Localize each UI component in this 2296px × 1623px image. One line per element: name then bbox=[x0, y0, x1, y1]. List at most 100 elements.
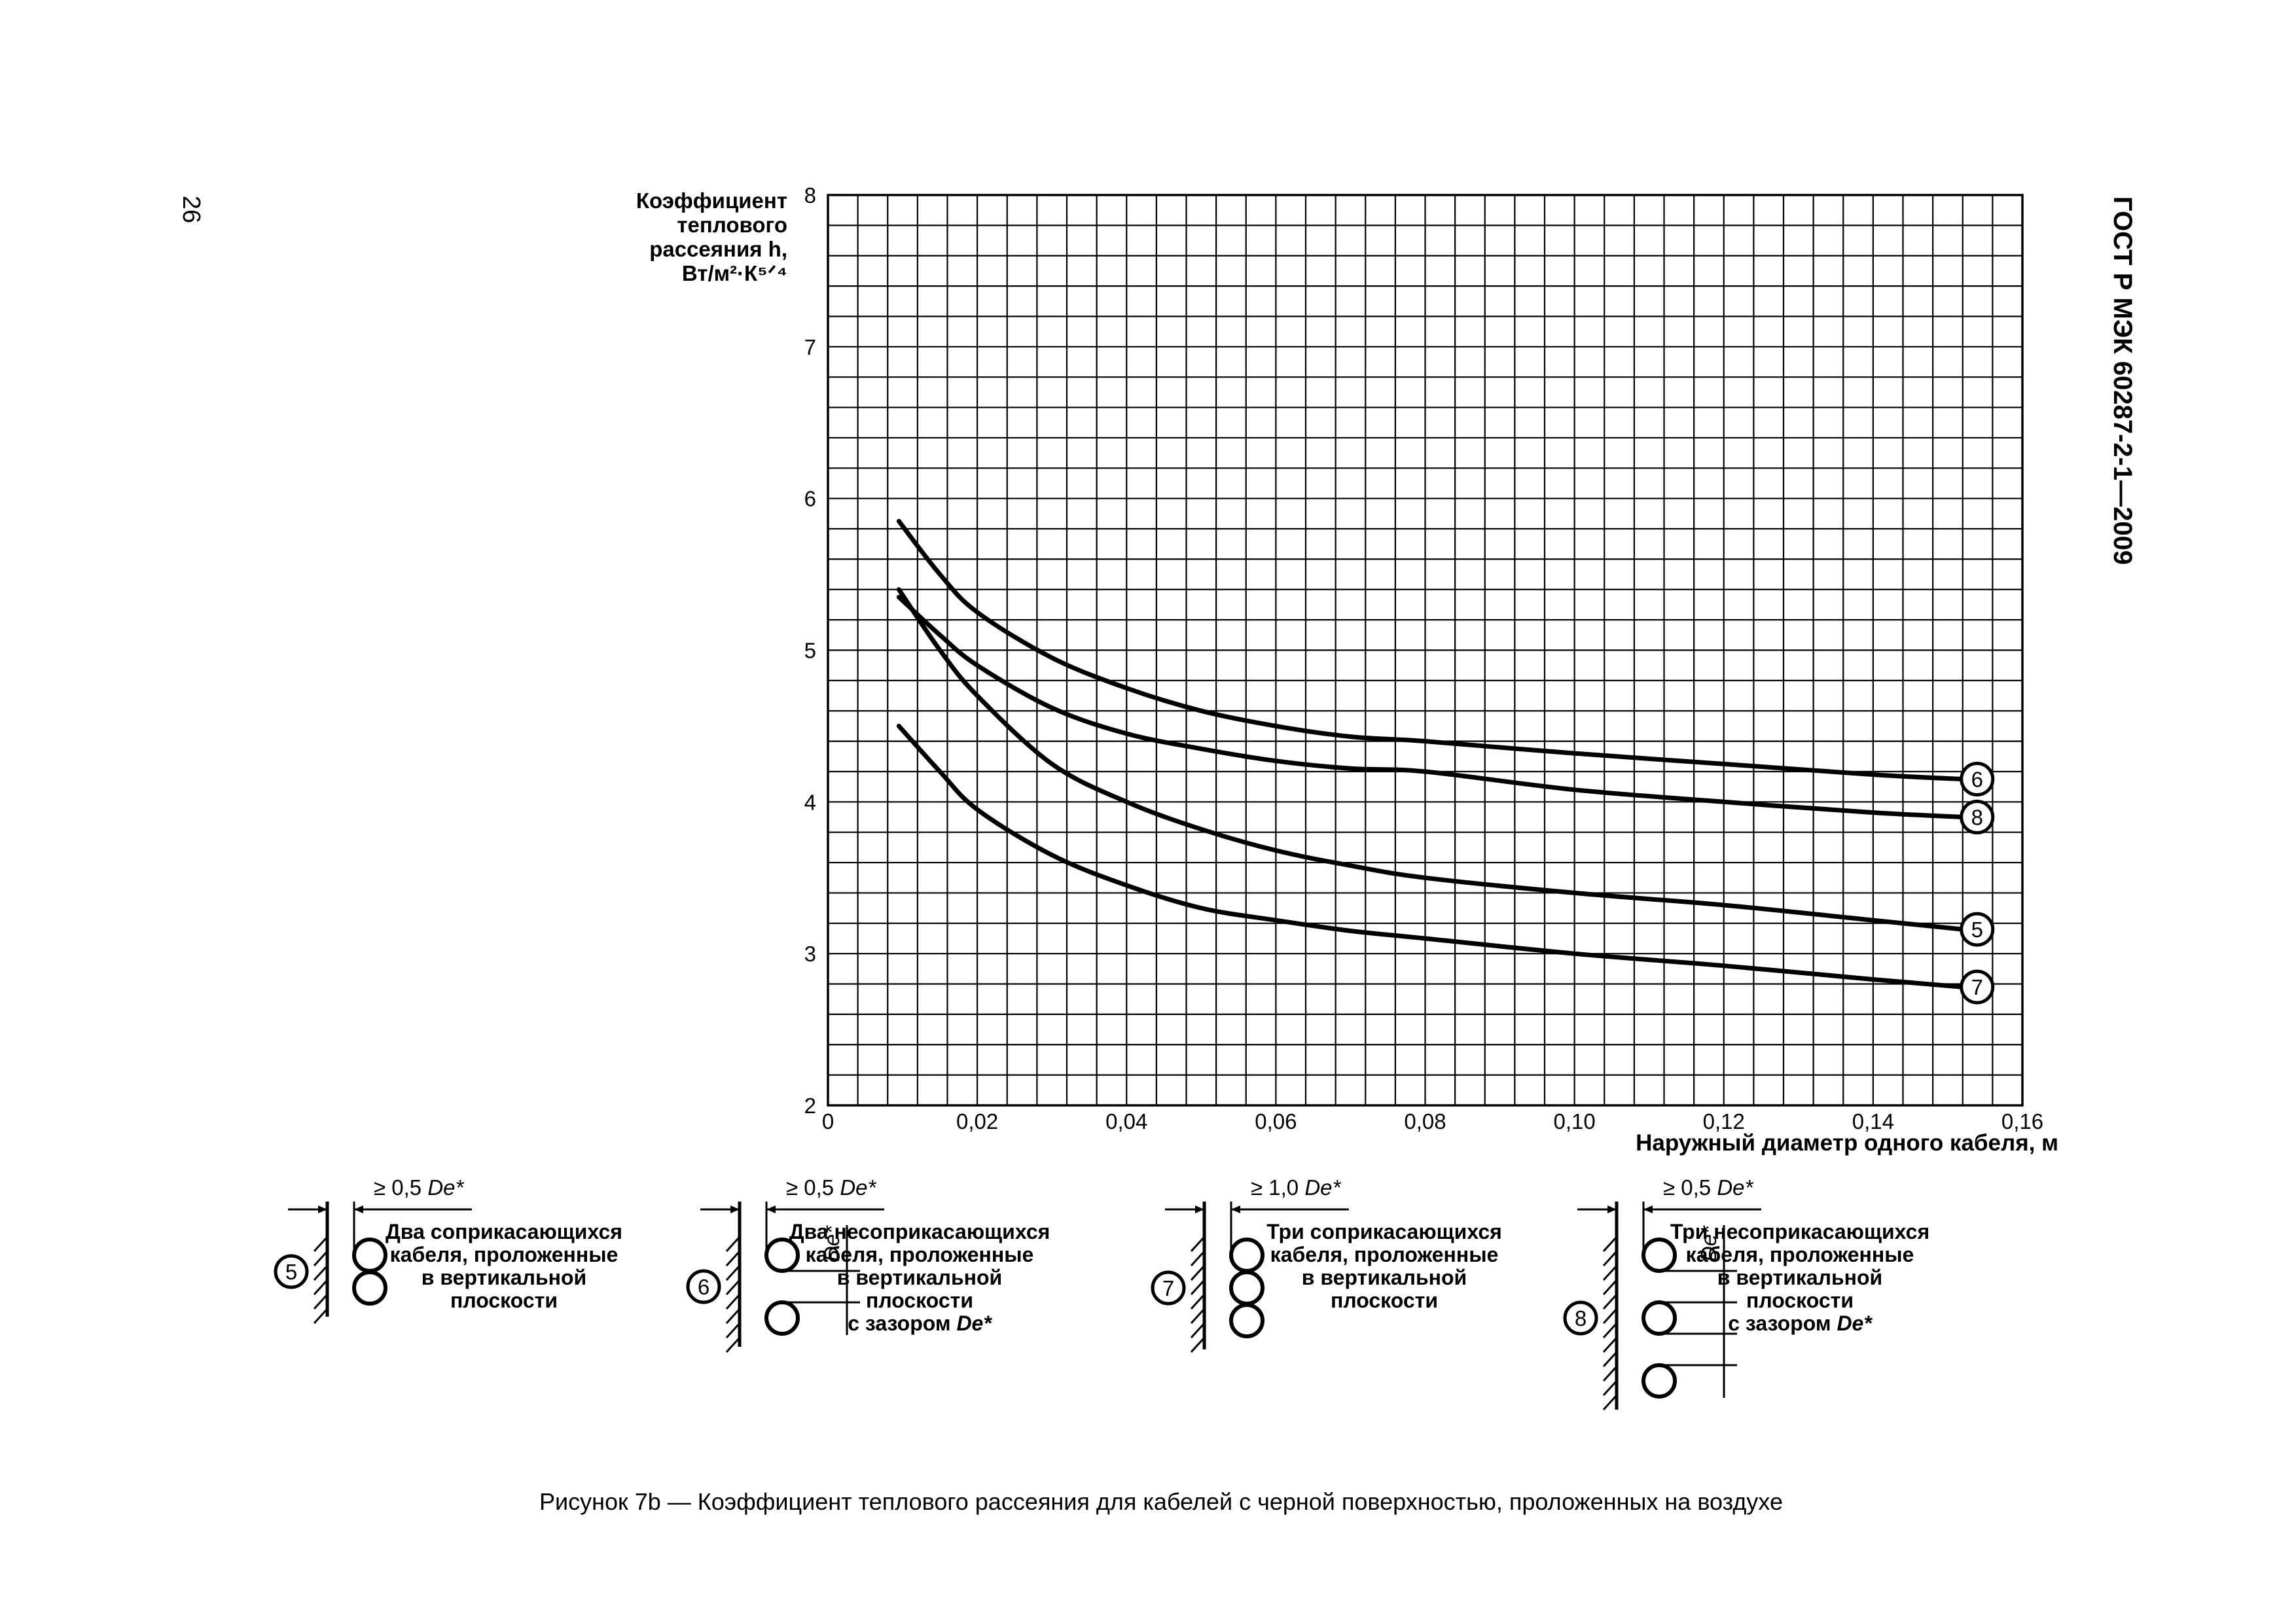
clearance-label: ≥ 0,5 De* bbox=[786, 1175, 877, 1200]
wall-hatch bbox=[1190, 1336, 1206, 1353]
config-description-line: с зазором De* bbox=[848, 1311, 992, 1335]
y-tick-label: 8 bbox=[804, 183, 816, 207]
cable-circle bbox=[1229, 1270, 1265, 1306]
wall-hatch bbox=[1190, 1293, 1206, 1310]
y-tick-label: 2 bbox=[804, 1094, 816, 1118]
cable-circle bbox=[764, 1238, 800, 1273]
y-tick-label: 7 bbox=[804, 335, 816, 359]
config-description-line: плоскости bbox=[1746, 1289, 1854, 1312]
dim-arrowhead bbox=[730, 1205, 740, 1213]
de-symbol: De* bbox=[956, 1311, 992, 1335]
chart-curves: 6 8 5 7 bbox=[896, 518, 1995, 1005]
x-tick-label: 0 bbox=[822, 1109, 834, 1133]
wall-hatch bbox=[1190, 1308, 1206, 1325]
wall-hatch bbox=[313, 1293, 329, 1310]
wall-hatch bbox=[1190, 1236, 1206, 1253]
dim-arrowhead bbox=[766, 1205, 776, 1213]
clearance-label: ≥ 0,5 De* bbox=[374, 1175, 465, 1200]
dim-arrowhead bbox=[1195, 1205, 1204, 1213]
de-symbol: De* bbox=[1304, 1175, 1341, 1200]
wall-hatch bbox=[1602, 1250, 1618, 1267]
wall-hatch bbox=[313, 1250, 329, 1267]
dim-arrowhead bbox=[354, 1205, 363, 1213]
config-description-line: кабеля, проложенные bbox=[390, 1243, 619, 1266]
figure-caption: Рисунок 7b — Коэффициент теплового рассе… bbox=[539, 1488, 1783, 1515]
series-8-label: 8 bbox=[1971, 806, 1983, 830]
wall-hatch bbox=[313, 1308, 329, 1325]
wall-hatch bbox=[725, 1279, 741, 1296]
x-tick-label: 0,12 bbox=[1703, 1109, 1745, 1133]
cable-circle bbox=[352, 1238, 387, 1273]
dim-arrowhead bbox=[1231, 1205, 1240, 1213]
clearance-label: ≥ 0,5 De* bbox=[1663, 1175, 1754, 1200]
wall-hatch bbox=[1190, 1264, 1206, 1281]
wall-hatch bbox=[1602, 1351, 1618, 1368]
wall-hatch bbox=[1602, 1236, 1618, 1253]
series-8-curve bbox=[896, 594, 1965, 819]
wall-hatch bbox=[725, 1308, 741, 1325]
y-tick-label: 3 bbox=[804, 942, 816, 966]
wall-hatch bbox=[1190, 1322, 1206, 1339]
wall-hatch bbox=[1602, 1279, 1618, 1296]
y-axis-label-line: рассеяния h, bbox=[649, 237, 787, 261]
y-axis-label-line: теплового bbox=[677, 213, 787, 237]
clearance-label: ≥ 1,0 De* bbox=[1251, 1175, 1342, 1200]
wall-hatch bbox=[1602, 1336, 1618, 1353]
plot-frame bbox=[827, 194, 2024, 1107]
config-number: 6 bbox=[698, 1275, 709, 1299]
config-number-marker bbox=[274, 1254, 309, 1289]
config-8: ≥ 0,5 De*8De*Три несоприкасающихсякабеля… bbox=[1563, 1175, 1929, 1411]
series-5-curve bbox=[896, 587, 1965, 932]
config-6: ≥ 0,5 De*6De*Два несоприкасающихсякабеля… bbox=[686, 1175, 1050, 1353]
cable-circle bbox=[1229, 1303, 1265, 1338]
config-description-line: кабеля, проложенные bbox=[1270, 1243, 1499, 1266]
y-axis-label-line: Вт/м²·К⁵ᐟ⁴ bbox=[682, 261, 787, 285]
series-5-label: 5 bbox=[1971, 918, 1983, 942]
config-number: 7 bbox=[1162, 1276, 1174, 1300]
x-tick-label: 0,14 bbox=[1852, 1109, 1894, 1133]
x-tick-label: 0,02 bbox=[956, 1109, 998, 1133]
config-description-line: Два соприкасающихся bbox=[386, 1220, 622, 1243]
page-number: 26 bbox=[177, 196, 205, 223]
x-tick-label: 0,10 bbox=[1554, 1109, 1596, 1133]
wall-hatch bbox=[725, 1264, 741, 1281]
de-symbol: De* bbox=[1717, 1175, 1753, 1200]
config-description-line: кабеля, проложенные bbox=[1686, 1243, 1914, 1266]
config-description-line: Три соприкасающихся bbox=[1266, 1220, 1502, 1243]
config-description-line: Три несоприкасающихся bbox=[1670, 1220, 1929, 1243]
wall-hatch bbox=[725, 1322, 741, 1339]
config-number-marker bbox=[686, 1269, 721, 1304]
de-symbol: De* bbox=[1837, 1311, 1873, 1335]
wall-hatch bbox=[1602, 1322, 1618, 1339]
config-description-line: в вертикальной bbox=[837, 1266, 1002, 1289]
cable-circle bbox=[1641, 1300, 1677, 1336]
wall-hatch bbox=[1602, 1308, 1618, 1325]
y-tick-label: 5 bbox=[804, 639, 816, 663]
dim-arrowhead bbox=[1607, 1205, 1617, 1213]
wall-hatch bbox=[1602, 1365, 1618, 1382]
config-description-line: с зазором De* bbox=[1728, 1311, 1873, 1335]
cable-circle bbox=[764, 1300, 800, 1336]
wall-hatch bbox=[725, 1293, 741, 1310]
wall-hatch bbox=[1190, 1279, 1206, 1296]
config-description-line: плоскости bbox=[866, 1289, 973, 1312]
cable-circle bbox=[1641, 1363, 1677, 1399]
series-7-marker bbox=[1960, 969, 1995, 1005]
series-7-curve bbox=[896, 723, 1965, 990]
config-description-line: в вертикальной bbox=[1302, 1266, 1467, 1289]
gap-de-label: De* bbox=[1696, 1225, 1721, 1262]
wall-hatch bbox=[725, 1336, 741, 1353]
dim-arrowhead bbox=[318, 1205, 327, 1213]
y-tick-label: 4 bbox=[804, 790, 816, 814]
cable-circle bbox=[1641, 1238, 1677, 1273]
gap-de-label: De* bbox=[819, 1225, 844, 1262]
x-tick-label: 0,16 bbox=[2001, 1109, 2043, 1133]
dim-arrowhead bbox=[1643, 1205, 1653, 1213]
wall-hatch bbox=[1602, 1394, 1618, 1411]
y-tick-label: 6 bbox=[804, 487, 816, 511]
series-7-label: 7 bbox=[1971, 975, 1983, 999]
thermal-dissipation-chart: 2 3 4 5 6 7 8 0 0,02 0,04 0,06 0,08 0,10 0,12 0,14 0,1… bbox=[636, 183, 2058, 1156]
series-6-label: 6 bbox=[1971, 768, 1983, 792]
config-number: 5 bbox=[285, 1260, 297, 1284]
